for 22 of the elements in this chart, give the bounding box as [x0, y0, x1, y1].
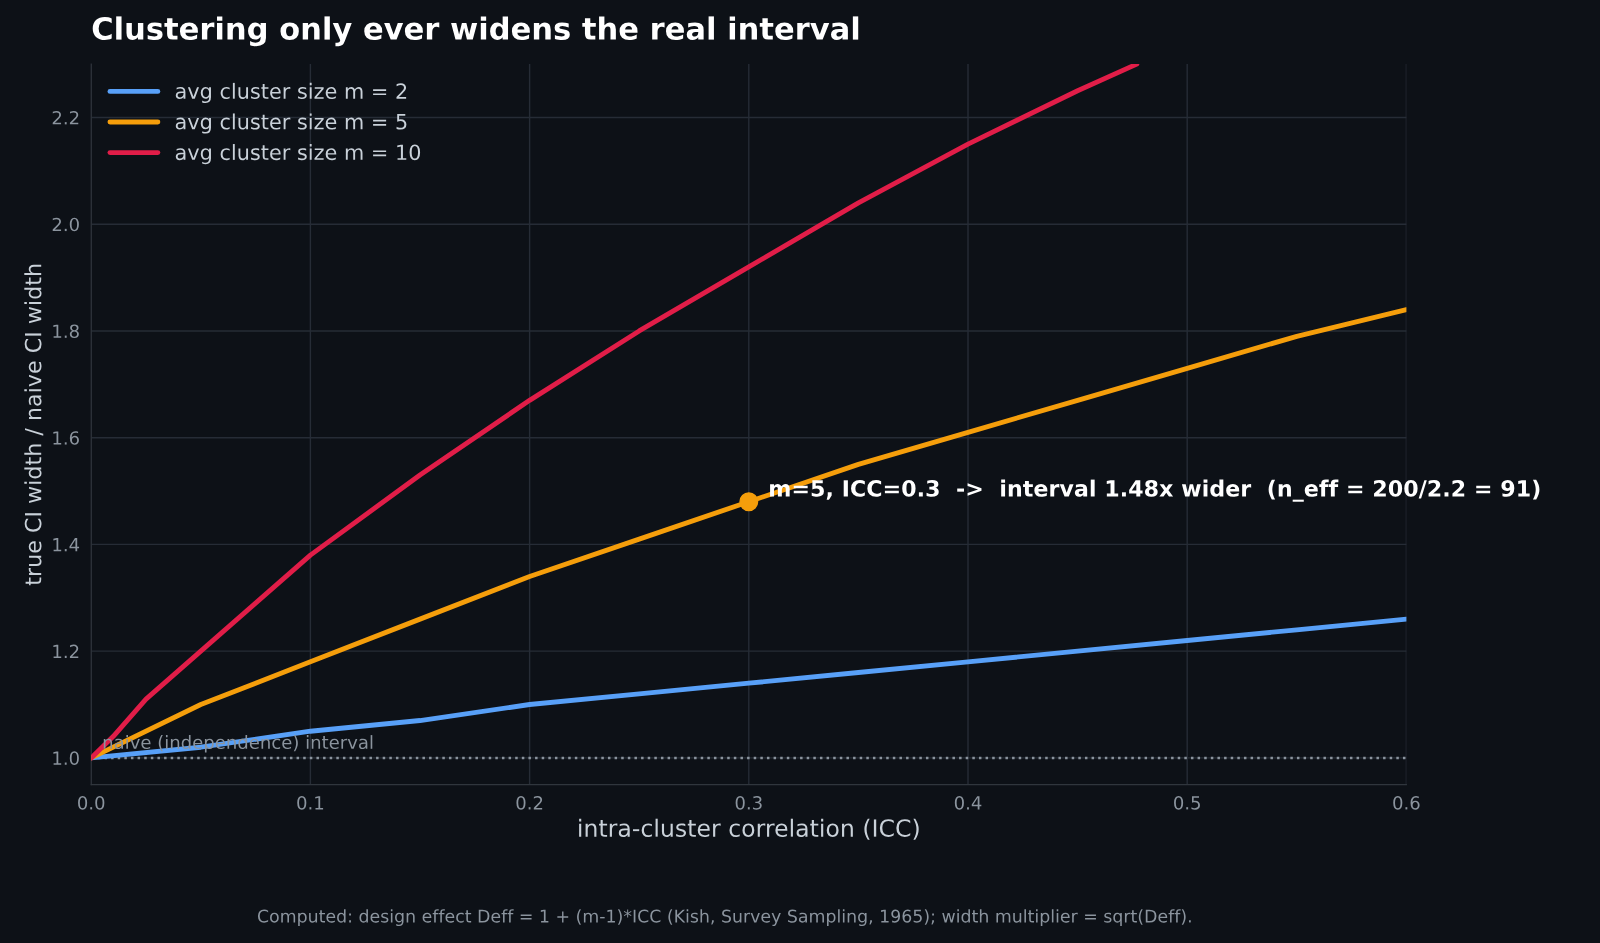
- y-tick-label: 1.4: [53, 538, 80, 552]
- legend-label: avg cluster size m = 2: [175, 82, 407, 104]
- legend-label: avg cluster size m = 5: [175, 113, 407, 134]
- x-tick-label: 0.1: [297, 796, 324, 810]
- text: Computed: design effect Deff = 1 + (m-1)*ICC (Kish, Survey Sampling, 1965); width multiplier = sqrt(Deff).: [257, 909, 1191, 927]
- x-tick-label: 0.5: [1174, 796, 1200, 810]
- y-axis-title: true CI width / naive CI width: [24, 264, 44, 586]
- chart-title: Clustering only ever widens the real interval: [92, 16, 859, 47]
- x-tick-label: 0.4: [954, 796, 982, 810]
- x-tick-label: 0.3: [735, 796, 762, 810]
- legend-label: avg cluster size m = 10: [175, 144, 421, 165]
- x-axis-title: intra-cluster correlation (ICC): [579, 818, 919, 840]
- x-tick-label: 0.2: [516, 796, 543, 810]
- y-tick-label: 1.0: [53, 751, 79, 766]
- y-tick-label: 2.0: [52, 217, 79, 232]
- y-tick-label: 1.6: [53, 431, 79, 445]
- y-tick-label: 2.2: [52, 110, 79, 125]
- y-tick-label: 1.2: [53, 644, 79, 659]
- line-series: [91, 616, 1407, 761]
- y-tick-label: 1.8: [53, 324, 79, 339]
- x-tick-label: 0.6: [1393, 796, 1420, 810]
- x-tick-label: 0.0: [78, 796, 105, 810]
